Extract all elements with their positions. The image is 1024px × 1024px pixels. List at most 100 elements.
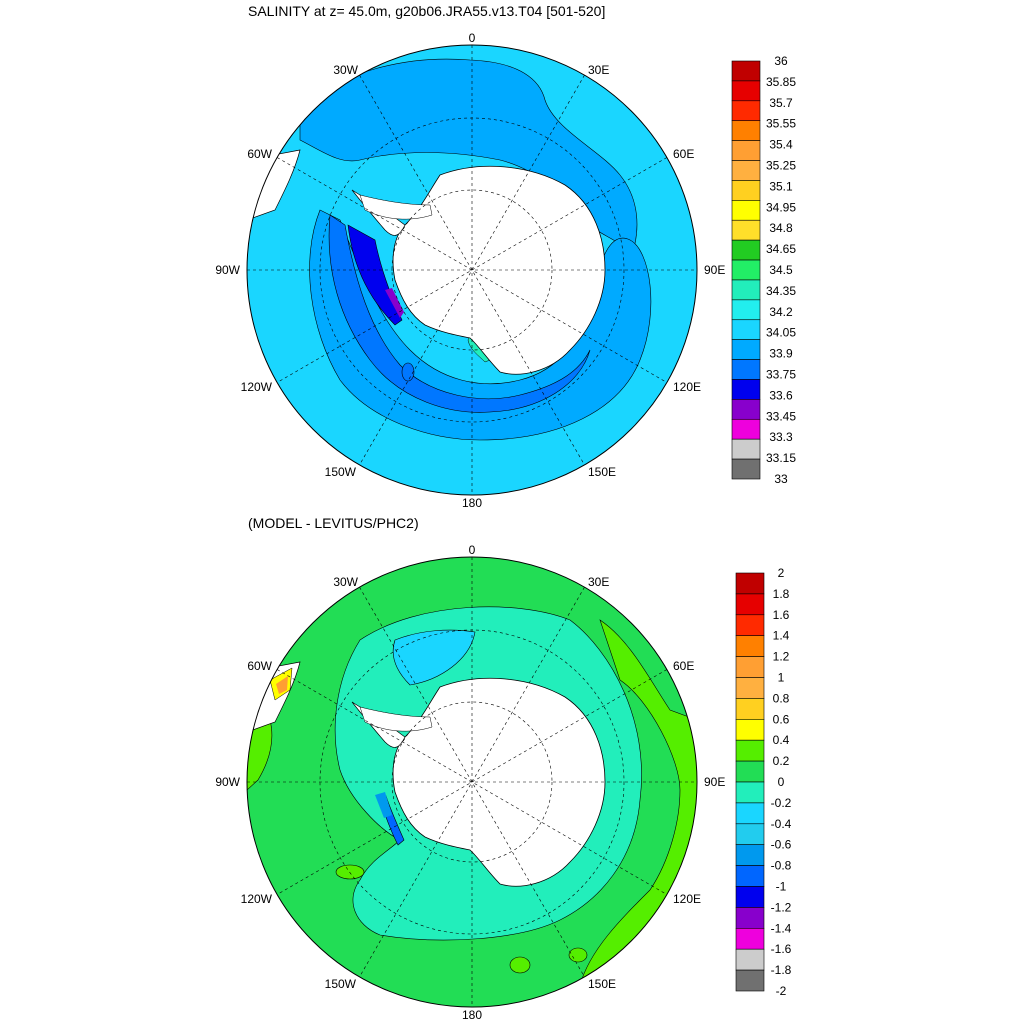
colorbar-swatch [735,635,765,657]
p2-lon-60e: 60E [673,659,694,673]
colorbar-swatch [731,379,761,400]
p1-lon-150e: 150E [588,465,616,479]
colorbar-label: -1.6 [771,942,792,956]
difference-blob-2 [568,947,588,963]
p2-lon-120w: 120W [241,892,273,906]
panel-2-title: (MODEL - LEVITUS/PHC2) [248,515,419,531]
p1-lon-30e: 30E [588,63,609,77]
colorbar-label: 34.95 [766,200,796,214]
p1-lon-150w: 150W [325,465,357,479]
colorbar-swatch [731,438,761,460]
colorbar-swatch [735,572,765,595]
colorbar-swatch [731,100,761,122]
colorbar-label: -1 [776,880,787,894]
p2-lon-30w: 30W [333,575,358,589]
colorbar-swatch [735,823,765,845]
difference-chile-higher [276,676,288,694]
p2-lon-60w: 60W [247,659,272,673]
colorbar-swatch [731,458,761,480]
colorbar-swatch [735,698,765,720]
salinity-ring-inner [328,214,591,413]
colorbar-swatch [731,120,761,141]
colorbar-swatch [735,948,765,971]
colorbar-label: 33.75 [766,368,796,382]
colorbar-swatch [731,239,761,261]
weddell-shelf [359,194,433,220]
colorbar-label: 0.2 [773,754,790,768]
p2-lon-0: 0 [469,543,476,557]
salinity-map-border [246,44,698,496]
colorbar-label: 33.3 [769,430,793,444]
colorbar-label: 33 [774,472,788,486]
salinity-map [246,44,698,496]
panel-1-title: SALINITY at z= 45.0m, g20b06.JRA55.v13.T… [248,3,606,19]
p1-lon-180: 180 [462,496,482,510]
colorbar-swatch [731,339,761,360]
colorbar-swatch [735,739,765,762]
difference-ring-blob [335,864,365,880]
p1-lon-90w: 90W [215,263,240,277]
difference-map [246,556,698,1008]
colorbar-swatch [735,593,765,616]
colorbar-swatch [735,614,765,636]
colorbar-label: 33.15 [766,451,796,465]
colorbar-swatch [735,907,765,929]
difference-peninsula-mid [375,792,392,818]
colorbar-swatch [731,319,761,340]
colorbar-label: 0 [778,775,785,789]
salinity-lowest-pocket [385,288,404,318]
p2-lon-150w: 150W [325,977,357,991]
colorbar-swatch [731,180,761,201]
colorbar-label: 34.2 [769,305,793,319]
colorbar-label: 36 [774,54,788,68]
colorbar-label: 34.05 [766,326,796,340]
colorbar-label: -0.8 [771,859,792,873]
weddell-shelf-diff [359,706,433,732]
colorbar-swatch [735,969,765,992]
colorbar-label: 0.8 [773,691,790,705]
colorbar-swatch [731,359,761,380]
p1-lon-90e: 90E [704,263,725,277]
difference-colorbar: 2 1.8 1.6 1.4 1.2 1 0.8 0.6 0.4 0.2 0 -0.2 -0.4 -0.6 -… [735,566,792,998]
colorbar-swatch [735,802,765,825]
colorbar-swatch [731,140,761,161]
colorbar-swatch [731,299,761,321]
colorbar-label: 33.6 [769,388,793,402]
colorbar-label: -1.4 [771,921,792,935]
colorbar-swatch [731,399,761,420]
colorbar-label: 35.4 [769,138,793,152]
colorbar-label: 1.2 [773,650,790,664]
colorbar-label: 35.55 [766,117,796,131]
colorbar-swatch [731,259,761,281]
difference-patch-north [392,629,476,686]
p1-lon-120e: 120E [673,380,701,394]
difference-blob-1 [509,956,531,974]
salinity-graticule [247,45,697,495]
p1-lon-60e: 60E [673,147,694,161]
colorbar-swatch [731,200,761,221]
colorbar-swatch [735,886,765,908]
colorbar-label: 35.7 [769,96,793,110]
colorbar-swatch [731,60,761,82]
colorbar-label: 33.45 [766,409,796,423]
p2-lon-180: 180 [462,1008,482,1022]
p1-lon-0: 0 [469,31,476,45]
colorbar-label: -1.2 [771,900,792,914]
p2-lon-90w: 90W [215,775,240,789]
colorbar-swatch [735,844,765,866]
colorbar-label: 1.8 [773,587,790,601]
colorbar-label: -0.6 [771,838,792,852]
colorbar-label: -0.4 [771,817,792,831]
colorbar-label: 34.35 [766,284,796,298]
salinity-blob [401,362,415,382]
colorbar-label: 34.8 [769,221,793,235]
colorbar-swatch [735,677,765,699]
colorbar-label: 1.6 [773,608,790,622]
colorbar-swatch [731,160,761,181]
colorbar-label: 33.9 [769,347,793,361]
colorbar-label: 1.4 [773,629,790,643]
salinity-low-pocket [347,224,403,326]
colorbar-label: 35.25 [766,159,796,173]
colorbar-label: 1 [778,671,785,685]
